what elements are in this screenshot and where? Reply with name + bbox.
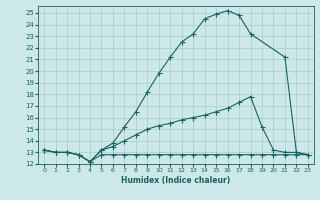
X-axis label: Humidex (Indice chaleur): Humidex (Indice chaleur) — [121, 176, 231, 185]
